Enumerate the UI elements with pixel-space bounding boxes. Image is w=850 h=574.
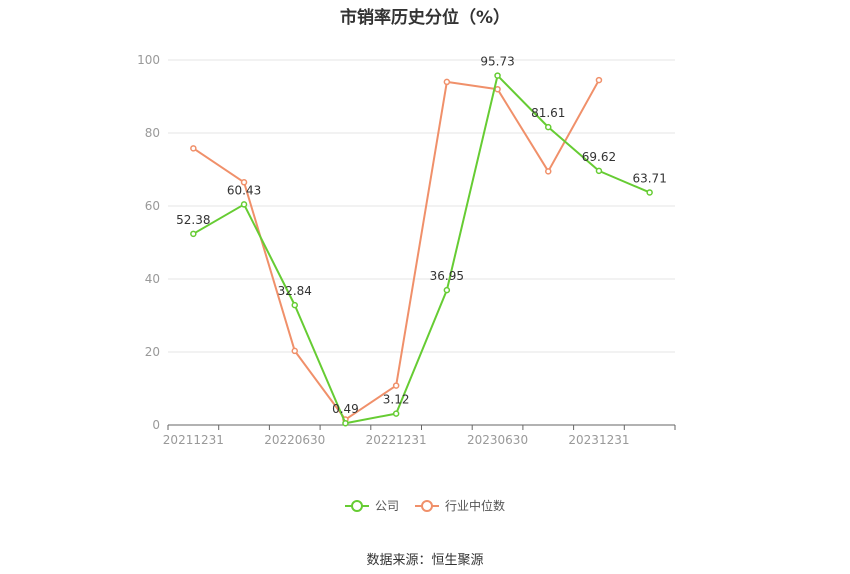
data-label-company-20220630: 32.84 bbox=[278, 284, 312, 298]
point-company-20221231 bbox=[392, 410, 400, 417]
x-tick-label-20230630: 20230630 bbox=[467, 433, 528, 447]
y-tick-label-40: 40 bbox=[145, 272, 160, 286]
point-industry-median-20220331 bbox=[240, 179, 248, 186]
label-layer: 52.38 60.43 32.84 0.49 3.12 36.95 95.73 81.61 69… bbox=[176, 55, 667, 417]
point-industry-median-20221231 bbox=[392, 382, 400, 389]
y-tick-label-20: 20 bbox=[145, 345, 160, 359]
legend-swatch-industry-median bbox=[415, 499, 439, 513]
data-label-company-20230630: 95.73 bbox=[480, 55, 514, 69]
series-line-industry-median bbox=[192, 79, 600, 421]
axis-layer: 0 20 40 60 80 100 20211231 20220630 20221231 2023… bbox=[137, 53, 676, 447]
data-label-company-20231231: 69.62 bbox=[582, 150, 616, 164]
y-tick-label-0: 0 bbox=[152, 418, 160, 432]
data-label-company-20230331: 36.95 bbox=[430, 269, 464, 283]
point-company-20240331 bbox=[646, 189, 653, 196]
line-chart: 0 20 40 60 80 100 20211231 20220630 20221231 2023… bbox=[137, 53, 676, 447]
point-industry-median-20230930 bbox=[545, 168, 552, 175]
source-note: 数据来源：恒生聚源 bbox=[366, 553, 484, 568]
x-tick-label-20211231: 20211231 bbox=[163, 433, 224, 447]
y-tick-label-100: 100 bbox=[137, 53, 160, 67]
x-tick-label-20220630: 20220630 bbox=[264, 433, 325, 447]
chart-title: 市销率历史分位（%） bbox=[339, 8, 511, 28]
legend-item-industry-median[interactable]: 行业中位数 bbox=[415, 497, 505, 514]
point-company-20220630 bbox=[291, 301, 298, 309]
series-layer bbox=[190, 72, 653, 427]
data-label-company-20220930: 0.49 bbox=[332, 402, 359, 416]
point-industry-median-20230331 bbox=[443, 78, 451, 86]
series-line-company bbox=[192, 74, 651, 425]
legend-swatch-company bbox=[344, 499, 369, 513]
data-label-company-20211231: 52.38 bbox=[176, 213, 210, 227]
data-label-company-20240331: 63.71 bbox=[632, 171, 666, 185]
point-company-20220930 bbox=[342, 419, 349, 427]
point-industry-median-20231231 bbox=[595, 76, 603, 84]
point-industry-median-20230630 bbox=[494, 85, 501, 93]
point-company-20220331 bbox=[240, 201, 248, 208]
point-company-20230630 bbox=[494, 72, 501, 79]
point-industry-median-20211231 bbox=[190, 145, 197, 152]
legend-label-industry-median: 行业中位数 bbox=[445, 499, 506, 513]
point-company-20231231 bbox=[595, 167, 603, 175]
legend: 公司 行业中位数 bbox=[0, 497, 850, 514]
point-company-20211231 bbox=[190, 230, 197, 238]
x-tick-label-20231231: 20231231 bbox=[568, 433, 629, 447]
point-company-20230331 bbox=[443, 286, 451, 294]
y-tick-label-80: 80 bbox=[145, 126, 160, 140]
point-company-20230930 bbox=[545, 123, 552, 131]
x-tick-label-20221231: 20221231 bbox=[366, 433, 427, 447]
legend-item-company[interactable]: 公司 bbox=[344, 497, 399, 514]
data-label-company-20220331: 60.43 bbox=[227, 183, 261, 197]
legend-label-company: 公司 bbox=[374, 499, 399, 513]
y-tick-label-60: 60 bbox=[145, 199, 160, 213]
data-label-company-20230930: 81.61 bbox=[531, 106, 565, 120]
data-label-company-20221231: 3.12 bbox=[383, 393, 410, 407]
point-industry-median-20220630 bbox=[291, 347, 298, 355]
